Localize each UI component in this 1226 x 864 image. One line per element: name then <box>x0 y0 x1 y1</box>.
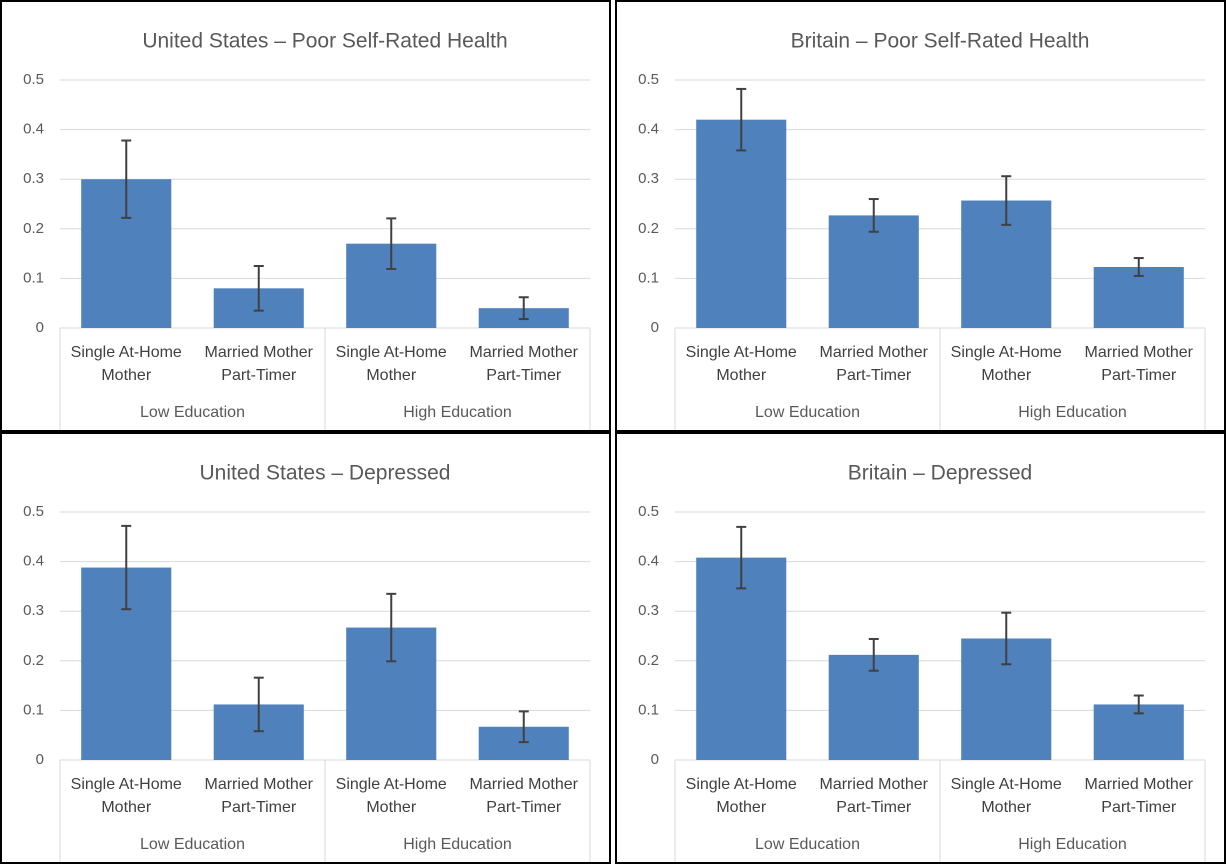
y-tick-label: 0.5 <box>23 503 44 520</box>
chart-panel: Britain – Poor Self-Rated Health 0 0.1 0.2 0… <box>615 0 1226 432</box>
bar <box>696 557 787 760</box>
bar <box>1093 266 1184 328</box>
y-tick-label: 0 <box>651 751 659 768</box>
y-tick-label: 0 <box>36 751 44 768</box>
y-tick-label: 0.4 <box>23 121 44 138</box>
chart-title: United States – Poor Self-Rated Health <box>142 30 507 53</box>
chart-title: United States – Depressed <box>200 462 451 485</box>
x-tick-label: Single At-Home Mother <box>70 776 182 816</box>
y-tick-label: 0.1 <box>23 701 44 718</box>
x-tick-label: Single At-Home Mother <box>335 776 447 816</box>
y-tick-label: 0 <box>651 319 659 336</box>
y-tick-label: 0.4 <box>23 553 44 570</box>
bar <box>696 119 787 329</box>
y-tick-label: 0.1 <box>23 269 44 286</box>
group-label: Low Education <box>755 404 860 421</box>
x-tick-label: Married Mother Part-Timer <box>204 344 313 384</box>
x-tick-label: Married Mother Part-Timer <box>819 776 928 816</box>
y-tick-label: 0.5 <box>23 71 44 88</box>
y-tick-label: 0.2 <box>638 652 659 669</box>
x-tick-label: Single At-Home Mother <box>685 344 797 384</box>
x-tick-label: Married Mother Part-Timer <box>1084 344 1193 384</box>
x-tick-label: Married Mother Part-Timer <box>469 344 578 384</box>
x-tick-label: Single At-Home Mother <box>70 344 182 384</box>
y-tick-label: 0.1 <box>638 269 659 286</box>
group-label: Low Education <box>140 836 245 853</box>
y-tick-label: 0.2 <box>23 220 44 237</box>
x-tick-label: Married Mother Part-Timer <box>469 776 578 816</box>
y-tick-label: 0.1 <box>638 701 659 718</box>
x-tick-label: Married Mother Part-Timer <box>1084 776 1193 816</box>
chart-panel: United States – Depressed 0 0.1 0.2 0.3 0.4 0.… <box>0 432 611 864</box>
y-tick-label: 0.5 <box>638 71 659 88</box>
group-label: High Education <box>403 404 512 421</box>
chart-panel: United States – Poor Self-Rated Health 0 0… <box>0 0 611 432</box>
y-tick-label: 0.2 <box>23 652 44 669</box>
chart: United States – Poor Self-Rated Health 0 0… <box>23 30 591 430</box>
x-tick-label: Single At-Home Mother <box>950 776 1062 816</box>
group-label: Low Education <box>755 836 860 853</box>
group-label: High Education <box>403 836 512 853</box>
x-tick-label: Married Mother Part-Timer <box>819 344 928 384</box>
y-tick-label: 0.5 <box>638 503 659 520</box>
x-tick-label: Single At-Home Mother <box>335 344 447 384</box>
bar <box>828 215 919 328</box>
y-tick-label: 0.4 <box>638 553 659 570</box>
chart-panel: Britain – Depressed 0 0.1 0.2 0.3 0.4 0.5 Low E… <box>615 432 1226 864</box>
chart-title: Britain – Depressed <box>848 462 1032 485</box>
group-label: Low Education <box>140 404 245 421</box>
y-tick-label: 0.2 <box>638 220 659 237</box>
y-tick-label: 0.3 <box>23 170 44 187</box>
y-tick-label: 0.3 <box>638 170 659 187</box>
group-label: High Education <box>1018 404 1127 421</box>
chart-title: Britain – Poor Self-Rated Health <box>791 30 1090 53</box>
x-tick-label: Married Mother Part-Timer <box>204 776 313 816</box>
bar <box>828 654 919 760</box>
y-tick-label: 0.3 <box>638 602 659 619</box>
x-tick-label: Single At-Home Mother <box>685 776 797 816</box>
chart: United States – Depressed 0 0.1 0.2 0.3 0.4 0.… <box>23 462 591 862</box>
chart: Britain – Poor Self-Rated Health 0 0.1 0.2 0… <box>638 30 1206 430</box>
x-tick-label: Single At-Home Mother <box>950 344 1062 384</box>
y-tick-label: 0.4 <box>638 121 659 138</box>
group-label: High Education <box>1018 836 1127 853</box>
chart: Britain – Depressed 0 0.1 0.2 0.3 0.4 0.5 Low E… <box>638 462 1206 862</box>
y-tick-label: 0.3 <box>23 602 44 619</box>
y-tick-label: 0 <box>36 319 44 336</box>
